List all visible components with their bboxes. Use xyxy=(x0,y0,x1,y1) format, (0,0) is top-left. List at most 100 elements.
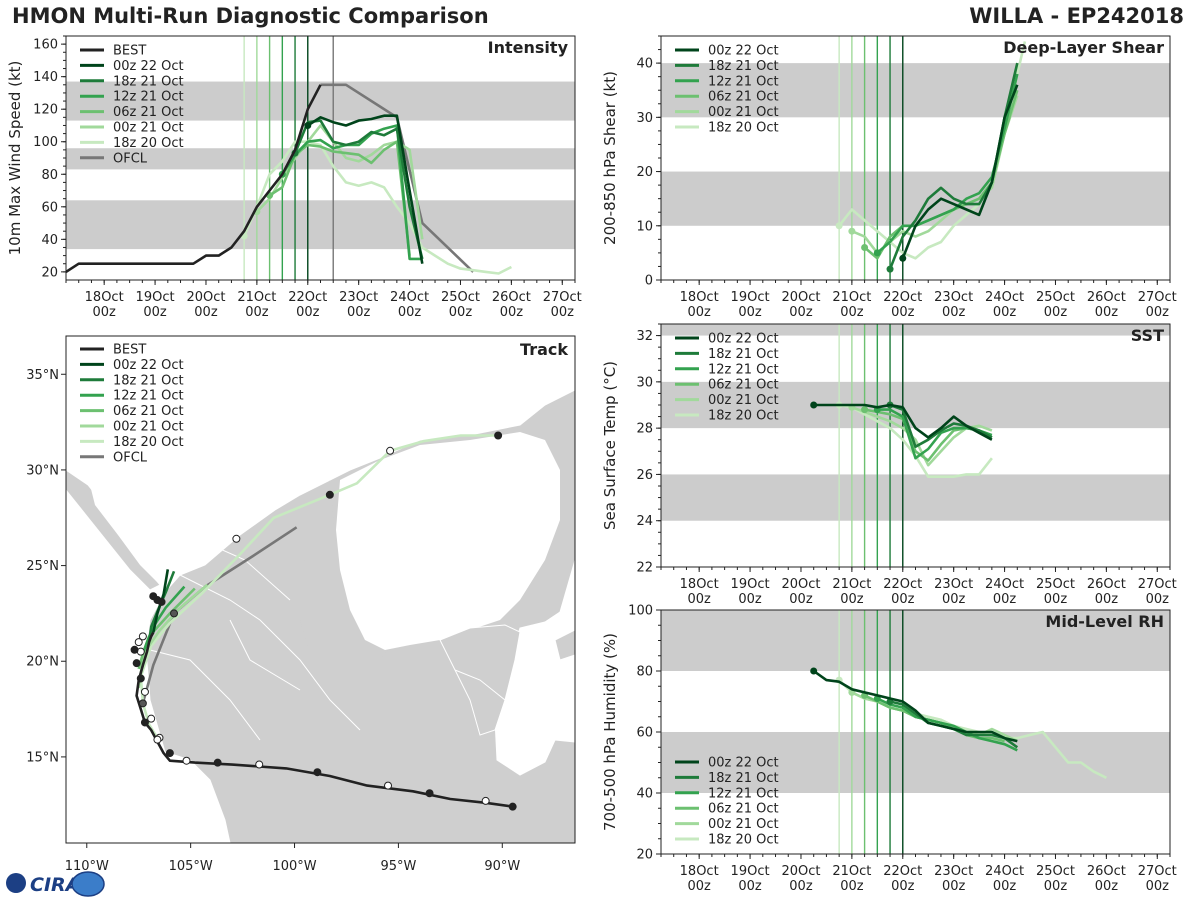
intensity-threshold-band xyxy=(66,148,575,170)
rh-xtick-label: 26Oct xyxy=(1087,864,1126,879)
rh-init-point xyxy=(810,667,818,675)
intensity-ylabel: 10m Max Wind Speed (kt) xyxy=(6,61,24,256)
intensity-xtick-label: 23Oct xyxy=(339,290,378,305)
intensity-legend-label: BEST xyxy=(113,44,146,59)
track-xtick-label: 110°W xyxy=(65,859,109,874)
logo-swirl-icon xyxy=(71,871,105,897)
sst-xtick-label: 00z xyxy=(687,592,711,607)
shear-xtick-label: 20Oct xyxy=(781,290,820,305)
sst-xtick-label: 00z xyxy=(840,592,864,607)
sst-xtick-label: 00z xyxy=(993,592,1017,607)
shear-threshold-band xyxy=(661,171,1170,226)
sst-xtick-label: 21Oct xyxy=(832,577,871,592)
cira-logo: CIRA xyxy=(6,871,105,897)
intensity-xtick-label: 00z xyxy=(194,305,218,320)
intensity-series-00z-22-oct xyxy=(307,114,424,264)
shear-legend-label: 12z 21 Oct xyxy=(708,74,779,89)
shear-legend-label: 06z 21 Oct xyxy=(708,90,779,105)
track-series xyxy=(130,431,517,811)
shear-xtick-label: 24Oct xyxy=(985,290,1024,305)
intensity-plot-content xyxy=(66,36,575,280)
rh-series-00z-22-oct xyxy=(812,669,1018,743)
track-position-marker xyxy=(313,768,322,777)
intensity-xtick-label: 00z xyxy=(347,305,371,320)
sst-xtick-label: 00z xyxy=(942,592,966,607)
shear-init-point xyxy=(886,265,894,273)
rh-legend-label: 06z 21 Oct xyxy=(708,802,779,817)
sst-legend-label: 18z 20 Oct xyxy=(708,409,779,424)
track-position-marker xyxy=(494,431,503,440)
intensity-threshold-band xyxy=(66,200,575,250)
intensity-xtick-label: 00z xyxy=(449,305,473,320)
rh-xtick-label: 24Oct xyxy=(985,864,1024,879)
intensity-panel: 2040608010012014016018Oct00z19Oct00z20Oc… xyxy=(6,35,582,320)
sst-legend-label: 06z 21 Oct xyxy=(708,378,779,393)
rh-xtick-label: 00z xyxy=(891,879,915,894)
track-position-marker xyxy=(325,490,334,499)
shear-series-00z-22-oct xyxy=(901,84,1019,259)
intensity-xtick-label: 22Oct xyxy=(288,290,327,305)
sst-xtick-label: 00z xyxy=(891,592,915,607)
track-position-marker xyxy=(132,659,141,668)
intensity-legend-label: 18z 21 Oct xyxy=(113,74,184,89)
sst-threshold-band xyxy=(661,474,1170,521)
gulf-of-mexico-water xyxy=(336,432,560,650)
intensity-xtick-label: 26Oct xyxy=(492,290,531,305)
intensity-xtick-label: 19Oct xyxy=(136,290,175,305)
gulf-of-california-water xyxy=(90,485,170,585)
shear-init-point xyxy=(873,249,881,257)
sst-xtick-label: 27Oct xyxy=(1138,577,1177,592)
intensity-panel-title: Intensity xyxy=(488,38,569,57)
rh-legend-label: 18z 21 Oct xyxy=(708,771,779,786)
intensity-xtick-label: 00z xyxy=(245,305,269,320)
rh-ytick-label: 20 xyxy=(636,848,653,863)
rh-legend-label: 18z 20 Oct xyxy=(708,833,779,848)
sst-series-18z-21-oct xyxy=(889,403,993,449)
rh-xtick-label: 00z xyxy=(942,879,966,894)
logo-globe-icon xyxy=(6,873,26,893)
rh-xtick-label: 21Oct xyxy=(832,864,871,879)
sst-xtick-label: 00z xyxy=(738,592,762,607)
shear-ytick-label: 20 xyxy=(636,165,653,180)
track-xtick-label: 95°W xyxy=(380,859,416,874)
rh-xtick-label: 00z xyxy=(1095,879,1119,894)
intensity-xtick-label: 24Oct xyxy=(390,290,429,305)
track-xtick-label: 90°W xyxy=(484,859,520,874)
shear-ytick-label: 0 xyxy=(645,274,653,289)
intensity-xtick-label: 00z xyxy=(296,305,320,320)
sst-init-point xyxy=(861,406,869,414)
shear-init-point xyxy=(899,254,907,262)
rh-xtick-label: 00z xyxy=(1044,879,1068,894)
intensity-threshold-band xyxy=(66,81,575,121)
rh-threshold-band xyxy=(661,610,1170,671)
intensity-legend-label: 00z 21 Oct xyxy=(113,121,184,136)
shear-xtick-label: 00z xyxy=(993,305,1017,320)
shear-legend-label: 00z 22 Oct xyxy=(708,44,779,59)
track-position-marker xyxy=(140,718,149,727)
track-position-marker xyxy=(255,760,264,769)
track-legend-label: 00z 21 Oct xyxy=(113,420,184,435)
intensity-series-18z-20-oct xyxy=(242,140,512,275)
sst-ytick-label: 30 xyxy=(636,375,653,390)
state-borders xyxy=(120,336,506,741)
rh-xtick-label: 00z xyxy=(840,879,864,894)
intensity-ytick-label: 40 xyxy=(41,233,58,248)
rh-xtick-label: 00z xyxy=(738,879,762,894)
main-title: HMON Multi-Run Diagnostic Comparison xyxy=(12,4,489,28)
rh-xtick-label: 27Oct xyxy=(1138,864,1177,879)
shear-init-point xyxy=(848,227,856,235)
shear-legend-label: 00z 21 Oct xyxy=(708,105,779,120)
intensity-xtick-label: 00z xyxy=(500,305,524,320)
rh-legend-label: 12z 21 Oct xyxy=(708,786,779,801)
track-position-marker xyxy=(138,632,147,641)
shear-xtick-label: 00z xyxy=(738,305,762,320)
track-legend-label: 06z 21 Oct xyxy=(113,404,184,419)
sst-ytick-label: 22 xyxy=(636,561,653,576)
intensity-xtick-label: 18Oct xyxy=(85,290,124,305)
intensity-legend-label: 00z 22 Oct xyxy=(113,59,184,74)
sst-xtick-label: 00z xyxy=(1146,592,1170,607)
rh-ytick-label: 80 xyxy=(636,665,653,680)
intensity-legend-label: 06z 21 Oct xyxy=(113,105,184,120)
